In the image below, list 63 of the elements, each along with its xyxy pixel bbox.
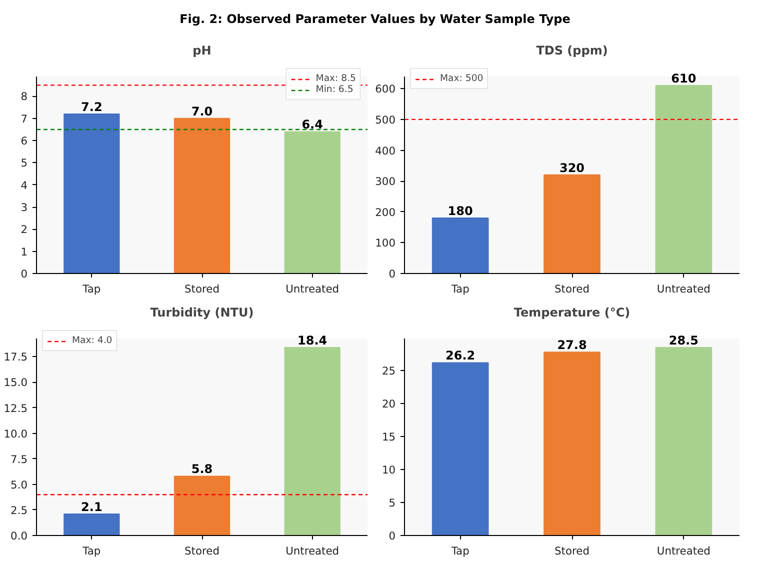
y-tick-label: 500 <box>375 113 396 126</box>
x-tick-label: Stored <box>554 544 590 558</box>
chart-title: pH <box>192 44 212 58</box>
y-tick-label: 2 <box>20 223 28 236</box>
x-tick-label: Untreated <box>286 544 340 558</box>
chart-title: Turbidity (NTU) <box>150 306 254 320</box>
data-label: 7.2 <box>81 100 102 114</box>
y-tick-label: 2.5 <box>10 504 28 517</box>
chart-title: Temperature (°C) <box>514 306 630 320</box>
y-tick-label: 0 <box>388 530 396 542</box>
y-tick-label: 17.5 <box>4 350 28 364</box>
y-tick-label: 7 <box>20 112 28 126</box>
ref-line-label: Max: 8.5 <box>316 73 356 84</box>
y-tick-label: 200 <box>375 206 396 219</box>
legend-label: Max: 4.0 <box>72 335 112 346</box>
x-tick-label: Stored <box>554 282 590 296</box>
y-tick-label: 3 <box>20 201 28 214</box>
y-tick-label: 20 <box>382 398 396 411</box>
data-label: 7.0 <box>191 104 213 118</box>
y-tick-label: 600 <box>375 82 396 96</box>
chart-title: TDS (ppm) <box>536 44 608 58</box>
y-tick-label: 6 <box>20 134 28 148</box>
x-tick-label: Untreated <box>656 544 710 558</box>
y-tick-label: 15 <box>382 430 396 444</box>
data-label: 28.5 <box>668 334 698 348</box>
y-tick-label: 12.5 <box>4 402 28 415</box>
y-tick-label: 0 <box>20 268 28 280</box>
data-label: 27.8 <box>557 338 587 352</box>
y-tick-label: 25 <box>382 364 396 378</box>
y-tick-label: 0 <box>388 268 396 280</box>
data-label: 180 <box>448 204 473 218</box>
y-tick-label: 10.0 <box>4 427 28 440</box>
x-tick-label: Tap <box>450 282 470 296</box>
data-label: 610 <box>671 72 696 86</box>
data-label: 18.4 <box>298 334 328 348</box>
legend-label: Max: 500 <box>440 73 484 84</box>
data-label: 26.2 <box>446 348 476 363</box>
data-label: 2.1 <box>81 500 102 514</box>
y-tick-label: 5 <box>20 156 28 170</box>
y-tick-label: 300 <box>375 175 396 188</box>
y-tick-label: 7.5 <box>10 452 28 466</box>
y-tick-label: 1 <box>20 245 28 258</box>
x-tick-label: Tap <box>450 544 470 558</box>
x-tick-label: Stored <box>184 282 220 296</box>
caption: Fig. 2: Observed Parameter Values by Water Sample Type <box>180 11 570 28</box>
legend-label: Min: 6.5 <box>316 84 354 95</box>
y-tick-label: 5.0 <box>10 478 28 492</box>
y-tick-label: 5 <box>388 496 396 510</box>
y-tick-label: 15.0 <box>4 376 28 390</box>
y-tick-label: 0.0 <box>10 530 28 542</box>
y-tick-label: 400 <box>375 144 396 158</box>
x-tick-label: Tap <box>82 282 101 296</box>
x-tick-label: Untreated <box>286 282 340 296</box>
x-tick-label: Stored <box>184 544 220 558</box>
data-label: 6.4 <box>302 118 323 132</box>
y-tick-label: 10 <box>382 464 396 477</box>
y-tick-label: 100 <box>375 236 396 250</box>
data-label: 5.8 <box>191 462 213 476</box>
x-tick-label: Tap <box>82 544 101 558</box>
data-label: 320 <box>559 160 585 175</box>
x-tick-label: Untreated <box>656 282 710 296</box>
y-tick-label: 4 <box>20 178 28 192</box>
y-tick-label: 8 <box>20 90 28 104</box>
